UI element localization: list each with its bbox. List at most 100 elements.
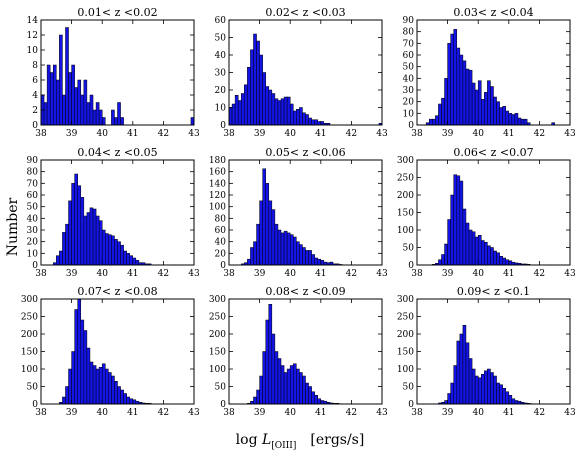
histogram-bar xyxy=(481,240,485,266)
histogram-bar xyxy=(280,98,285,126)
y-tick-label: 250 xyxy=(397,174,414,184)
histogram-bar xyxy=(308,250,312,266)
histogram-bar xyxy=(493,250,497,266)
histogram-bar xyxy=(428,118,433,126)
panel-title: 0.09< z <0.1 xyxy=(457,285,530,298)
histogram-bar xyxy=(459,54,464,126)
histogram-bar xyxy=(283,372,288,405)
histogram-bar xyxy=(499,256,503,266)
histogram-bar xyxy=(283,230,288,266)
x-tick-label: 41 xyxy=(503,129,514,139)
histogram-bar xyxy=(432,118,436,126)
x-tick-label: 41 xyxy=(127,408,138,418)
histogram-bar xyxy=(511,398,516,405)
histogram-bar xyxy=(250,247,254,266)
axes-frame xyxy=(228,159,383,266)
x-tick-label: 40 xyxy=(472,408,484,418)
y-tick-label: 150 xyxy=(397,209,414,219)
histogram-bar xyxy=(302,112,306,126)
histogram-bar xyxy=(114,381,118,405)
histogram-bar xyxy=(471,231,476,266)
histogram-bar xyxy=(74,309,78,405)
x-tick-label: 40 xyxy=(96,269,108,279)
histogram-bar xyxy=(453,174,458,266)
x-tick-label: 42 xyxy=(534,129,545,139)
histogram-bar xyxy=(111,109,115,126)
histogram-bar xyxy=(311,119,315,126)
y-tick-label: 70 xyxy=(27,179,39,189)
histogram-bar xyxy=(98,109,103,126)
histogram-bar xyxy=(293,110,297,126)
histogram-bar xyxy=(441,97,445,126)
histogram-bar xyxy=(450,33,454,126)
histogram-bar xyxy=(502,106,506,126)
histogram-panel-7: 38 39 40 41 42 43 0 50 100 150 200 250 300 0.07< z <0… xyxy=(21,285,200,418)
histogram-bar xyxy=(499,107,503,126)
y-tick-label: 50 xyxy=(27,203,39,213)
histogram-bar xyxy=(71,351,75,405)
y-tick-label: 150 xyxy=(21,348,38,358)
x-tick-label: 39 xyxy=(66,129,78,139)
panel-title: 0.07< z <0.08 xyxy=(77,285,157,298)
histogram-panel-5: 38 39 40 41 42 430204060801001201401601800.05… xyxy=(209,146,388,279)
histogram-bar xyxy=(256,223,260,266)
x-tick-label: 38 xyxy=(223,129,235,139)
histogram-panel-9: 38 39 40 41 42 43 0 50 100 150 200 250 300 0.09< z <0… xyxy=(397,285,576,418)
histogram-bar xyxy=(444,78,448,126)
histogram-bar xyxy=(56,79,60,126)
x-tick-label: 39 xyxy=(442,408,454,418)
histogram-bar xyxy=(108,372,112,405)
histogram-bar xyxy=(490,372,494,405)
y-tick-label: 100 xyxy=(21,365,38,375)
histogram-bar xyxy=(274,351,279,405)
x-tick-label: 42 xyxy=(346,269,357,279)
histogram-bar xyxy=(456,175,461,266)
histogram-bar xyxy=(253,241,257,266)
x-tick-label: 39 xyxy=(254,129,266,139)
axes-frame xyxy=(40,159,195,266)
y-tick-label: 300 xyxy=(21,295,38,305)
histogram-bar xyxy=(274,98,279,126)
y-tick-label: 50 xyxy=(403,63,415,73)
x-tick-label: 38 xyxy=(223,269,235,279)
histogram-bar xyxy=(268,89,273,126)
histogram-bar xyxy=(132,399,137,405)
histogram-bar xyxy=(126,253,130,266)
histogram-bar xyxy=(289,103,294,126)
histogram-bar xyxy=(111,375,115,405)
histogram-bar xyxy=(277,229,282,266)
y-tick-label: 50 xyxy=(27,383,39,393)
y-tick-label: 10 xyxy=(27,46,39,56)
y-tick-label: 100 xyxy=(209,365,226,375)
y-tick-label: 30 xyxy=(403,86,415,96)
x-tick-label: 43 xyxy=(188,129,200,139)
y-tick-label: 10 xyxy=(403,109,415,119)
y-tick-label: 200 xyxy=(397,330,414,340)
histogram-bar xyxy=(487,245,491,266)
x-axis-label-var: L xyxy=(261,432,271,448)
histogram-bar xyxy=(80,94,85,126)
histogram-bar xyxy=(474,89,479,126)
x-tick-label: 39 xyxy=(442,129,454,139)
histogram-bar xyxy=(296,109,300,126)
x-tick-label: 43 xyxy=(188,408,200,418)
histogram-bar xyxy=(435,115,439,126)
histogram-bar xyxy=(68,200,72,266)
y-tick-label: 60 xyxy=(403,51,415,61)
histogram-bar xyxy=(52,64,57,126)
y-tick-label: 0 xyxy=(32,121,38,131)
histogram-bar xyxy=(511,114,516,126)
histogram-bar xyxy=(77,185,82,266)
histogram-bar xyxy=(444,243,448,266)
histogram-bar xyxy=(120,117,124,126)
panels-group: 38 39 40 41 42 43 0 2 4 6 8 10 12 14 0.01< z <0.02 38 39… xyxy=(21,6,576,418)
histogram-bar xyxy=(450,194,454,266)
histogram-bar xyxy=(477,377,482,405)
x-tick-label: 40 xyxy=(96,408,108,418)
x-tick-label: 41 xyxy=(503,408,514,418)
y-tick-label: 0 xyxy=(220,400,226,410)
y-tick-label: 140 xyxy=(209,179,226,189)
histogram-bar xyxy=(468,69,473,126)
